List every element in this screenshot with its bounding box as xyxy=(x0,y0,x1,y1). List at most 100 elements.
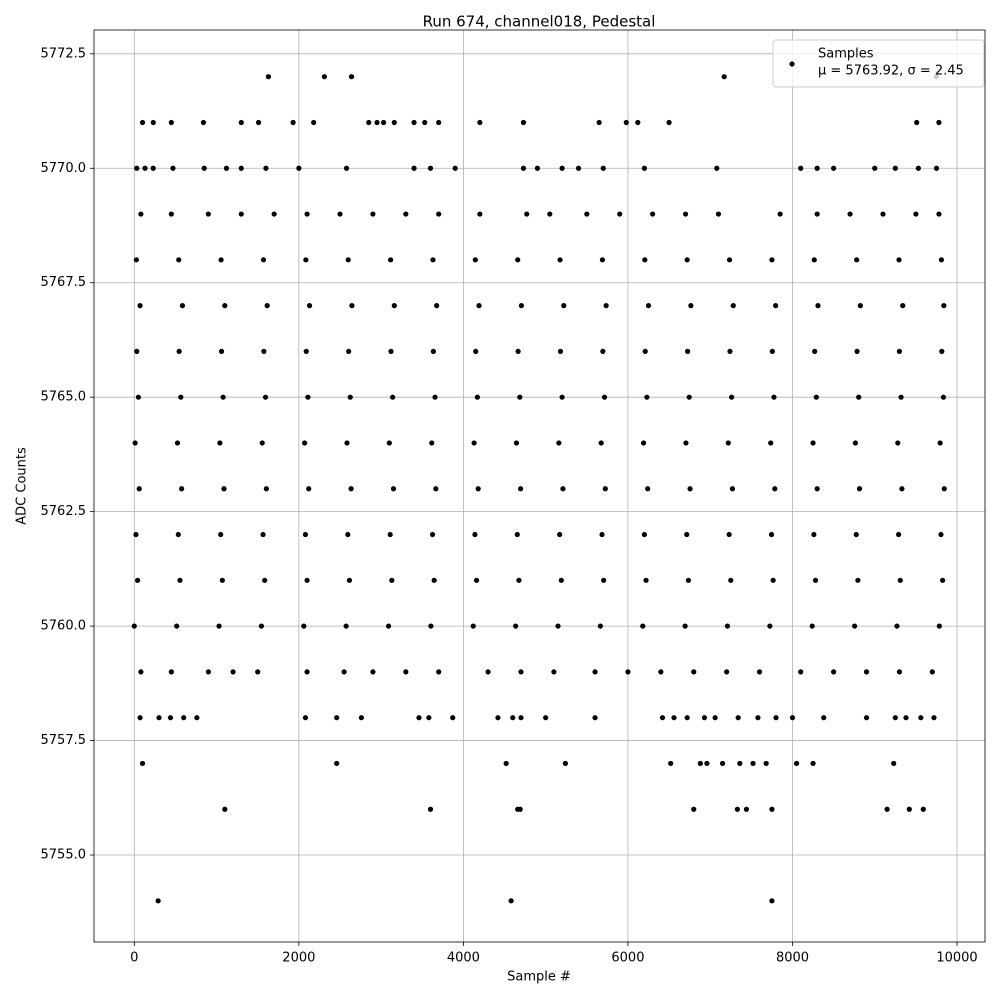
data-point xyxy=(168,119,174,126)
data-point xyxy=(304,577,310,583)
data-point xyxy=(255,669,261,675)
data-point xyxy=(179,303,186,309)
data-point xyxy=(596,119,602,126)
data-point xyxy=(343,623,349,629)
data-point xyxy=(238,165,244,171)
data-point xyxy=(551,669,557,675)
data-point xyxy=(641,165,647,171)
data-point xyxy=(238,119,244,126)
data-point xyxy=(263,165,269,171)
data-point xyxy=(260,257,267,263)
data-point xyxy=(422,119,428,126)
x-tick-label: 2000 xyxy=(282,951,315,966)
y-tick-label: 5762.5 xyxy=(41,504,87,519)
data-point xyxy=(205,211,211,217)
data-point xyxy=(452,165,458,171)
data-point xyxy=(821,715,827,721)
data-point xyxy=(428,623,434,629)
data-point xyxy=(557,257,563,263)
data-point xyxy=(436,669,442,675)
data-point xyxy=(303,257,309,263)
data-point xyxy=(601,577,607,583)
data-point xyxy=(133,257,139,263)
data-point xyxy=(555,623,561,629)
data-point xyxy=(194,715,200,721)
data-point xyxy=(205,669,211,675)
data-point xyxy=(524,211,530,217)
data-point xyxy=(514,531,520,538)
data-point xyxy=(403,211,409,217)
data-point xyxy=(515,257,521,263)
data-point xyxy=(645,303,652,309)
data-point xyxy=(769,898,775,904)
data-point xyxy=(884,806,890,812)
data-point xyxy=(427,165,434,171)
legend: Samples μ = 5763.92, σ = 2.45 xyxy=(772,39,985,88)
y-tick-label: 5755.0 xyxy=(41,848,87,863)
data-point xyxy=(517,394,523,400)
chart-title: Run 674, channel018, Pedestal xyxy=(423,13,656,31)
data-point xyxy=(854,348,860,354)
data-point xyxy=(346,348,352,354)
data-point xyxy=(920,806,926,812)
y-tick-label: 5757.5 xyxy=(41,733,87,748)
data-point xyxy=(936,211,942,217)
data-point xyxy=(938,531,944,538)
data-point xyxy=(223,165,230,171)
x-axis-label: Sample # xyxy=(507,970,571,985)
data-point xyxy=(798,165,804,171)
data-point xyxy=(941,303,947,309)
data-point xyxy=(150,165,156,171)
data-point xyxy=(137,303,143,309)
data-point xyxy=(851,623,858,629)
data-point xyxy=(347,394,353,400)
data-point xyxy=(348,486,354,492)
data-point xyxy=(311,119,317,126)
data-point xyxy=(597,623,603,629)
data-point xyxy=(863,715,870,721)
legend-label: Samples xyxy=(818,47,874,62)
data-point xyxy=(929,669,935,675)
data-point xyxy=(773,715,779,721)
data-point xyxy=(178,394,184,400)
data-point xyxy=(334,760,340,767)
data-point xyxy=(941,486,947,492)
data-point xyxy=(290,119,296,126)
x-tick-label: 6000 xyxy=(611,951,644,966)
data-point xyxy=(719,760,726,767)
data-point xyxy=(933,165,940,171)
data-point xyxy=(603,303,609,309)
legend-stats: μ = 5763.92, σ = 2.45 xyxy=(818,64,964,79)
data-point xyxy=(938,257,944,263)
y-tick-label: 5767.5 xyxy=(41,275,87,290)
data-point xyxy=(598,440,604,446)
data-point xyxy=(650,211,656,217)
data-point xyxy=(772,486,778,492)
data-point xyxy=(814,211,820,217)
data-point xyxy=(302,531,309,538)
data-point xyxy=(793,760,800,767)
data-point xyxy=(727,348,733,354)
data-point xyxy=(390,394,396,400)
data-point xyxy=(508,898,514,904)
data-point xyxy=(599,531,605,538)
data-point xyxy=(891,760,897,767)
data-point xyxy=(255,119,262,126)
data-point xyxy=(304,211,310,217)
data-point xyxy=(814,486,820,492)
data-point xyxy=(592,669,598,675)
data-point xyxy=(139,760,146,767)
data-point xyxy=(729,486,736,492)
data-point xyxy=(936,623,942,629)
data-point xyxy=(853,531,859,538)
data-point xyxy=(430,348,436,354)
data-point xyxy=(179,486,185,492)
data-point xyxy=(495,715,501,721)
data-point xyxy=(559,394,565,400)
data-point xyxy=(900,303,906,309)
data-point xyxy=(218,348,225,354)
data-point xyxy=(599,257,606,263)
data-point xyxy=(258,623,265,629)
data-point xyxy=(475,486,481,492)
data-point xyxy=(937,440,943,446)
